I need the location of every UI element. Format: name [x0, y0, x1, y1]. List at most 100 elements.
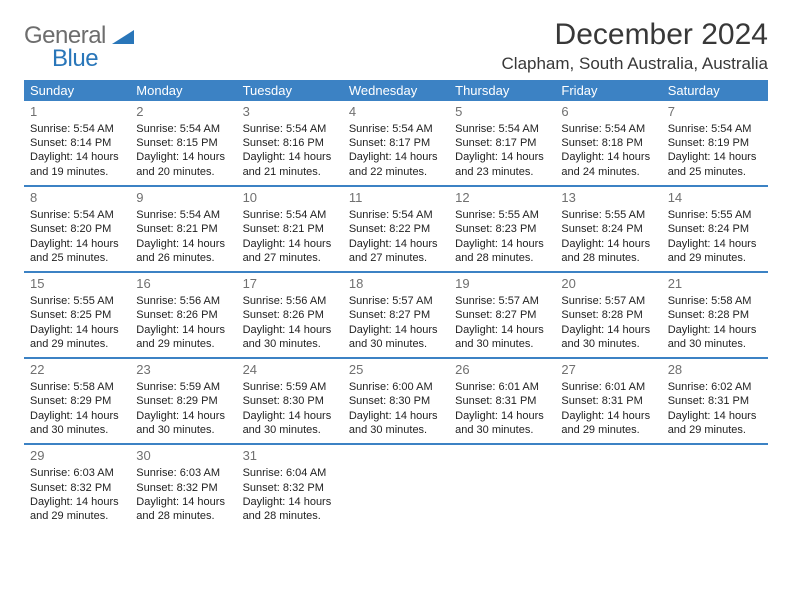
calendar-cell: 21Sunrise: 5:58 AMSunset: 8:28 PMDayligh… — [662, 272, 768, 358]
sunrise-line: Sunrise: 5:54 AM — [136, 208, 230, 222]
daylight-line: Daylight: 14 hours and 30 minutes. — [243, 409, 337, 438]
day-number: 31 — [243, 448, 337, 465]
title-block: December 2024 Clapham, South Australia, … — [502, 18, 768, 74]
daylight-line: Daylight: 14 hours and 30 minutes. — [349, 323, 443, 352]
daylight-line: Daylight: 14 hours and 29 minutes. — [668, 409, 762, 438]
sunrise-line: Sunrise: 6:04 AM — [243, 466, 337, 480]
day-number: 11 — [349, 190, 443, 207]
calendar-cell: 17Sunrise: 5:56 AMSunset: 8:26 PMDayligh… — [237, 272, 343, 358]
sunrise-line: Sunrise: 5:56 AM — [136, 294, 230, 308]
calendar-cell: 28Sunrise: 6:02 AMSunset: 8:31 PMDayligh… — [662, 358, 768, 444]
sunset-line: Sunset: 8:14 PM — [30, 136, 124, 150]
weekday-header: Saturday — [662, 80, 768, 101]
sunrise-line: Sunrise: 5:57 AM — [455, 294, 549, 308]
sunset-line: Sunset: 8:23 PM — [455, 222, 549, 236]
sunrise-line: Sunrise: 5:55 AM — [455, 208, 549, 222]
sunset-line: Sunset: 8:18 PM — [561, 136, 655, 150]
day-number: 7 — [668, 104, 762, 121]
sunrise-line: Sunrise: 5:59 AM — [136, 380, 230, 394]
month-title: December 2024 — [502, 18, 768, 52]
daylight-line: Daylight: 14 hours and 25 minutes. — [30, 237, 124, 266]
day-number: 15 — [30, 276, 124, 293]
calendar-cell: 20Sunrise: 5:57 AMSunset: 8:28 PMDayligh… — [555, 272, 661, 358]
day-number: 9 — [136, 190, 230, 207]
daylight-line: Daylight: 14 hours and 27 minutes. — [349, 237, 443, 266]
sunset-line: Sunset: 8:22 PM — [349, 222, 443, 236]
sunset-line: Sunset: 8:31 PM — [455, 394, 549, 408]
weekday-header: Sunday — [24, 80, 130, 101]
day-number: 2 — [136, 104, 230, 121]
calendar-cell: 3Sunrise: 5:54 AMSunset: 8:16 PMDaylight… — [237, 101, 343, 186]
calendar-cell: 4Sunrise: 5:54 AMSunset: 8:17 PMDaylight… — [343, 101, 449, 186]
sunrise-line: Sunrise: 6:01 AM — [455, 380, 549, 394]
location-subtitle: Clapham, South Australia, Australia — [502, 54, 768, 74]
daylight-line: Daylight: 14 hours and 22 minutes. — [349, 150, 443, 179]
daylight-line: Daylight: 14 hours and 21 minutes. — [243, 150, 337, 179]
calendar-cell: 18Sunrise: 5:57 AMSunset: 8:27 PMDayligh… — [343, 272, 449, 358]
day-number: 6 — [561, 104, 655, 121]
day-number: 3 — [243, 104, 337, 121]
calendar-row: 22Sunrise: 5:58 AMSunset: 8:29 PMDayligh… — [24, 358, 768, 444]
weekday-header: Monday — [130, 80, 236, 101]
weekday-header: Wednesday — [343, 80, 449, 101]
sunrise-line: Sunrise: 5:54 AM — [243, 122, 337, 136]
daylight-line: Daylight: 14 hours and 29 minutes. — [136, 323, 230, 352]
daylight-line: Daylight: 14 hours and 30 minutes. — [30, 409, 124, 438]
calendar-cell: 9Sunrise: 5:54 AMSunset: 8:21 PMDaylight… — [130, 186, 236, 272]
calendar-cell: 24Sunrise: 5:59 AMSunset: 8:30 PMDayligh… — [237, 358, 343, 444]
daylight-line: Daylight: 14 hours and 30 minutes. — [561, 323, 655, 352]
calendar-cell — [662, 444, 768, 529]
sunrise-line: Sunrise: 5:57 AM — [349, 294, 443, 308]
daylight-line: Daylight: 14 hours and 29 minutes. — [30, 495, 124, 524]
sunset-line: Sunset: 8:21 PM — [243, 222, 337, 236]
day-number: 19 — [455, 276, 549, 293]
day-number: 28 — [668, 362, 762, 379]
calendar-cell: 29Sunrise: 6:03 AMSunset: 8:32 PMDayligh… — [24, 444, 130, 529]
sunset-line: Sunset: 8:24 PM — [668, 222, 762, 236]
calendar-cell: 1Sunrise: 5:54 AMSunset: 8:14 PMDaylight… — [24, 101, 130, 186]
calendar-cell: 19Sunrise: 5:57 AMSunset: 8:27 PMDayligh… — [449, 272, 555, 358]
page-header: General Blue December 2024 Clapham, Sout… — [24, 18, 768, 74]
logo-text-blue: Blue — [52, 47, 134, 71]
daylight-line: Daylight: 14 hours and 20 minutes. — [136, 150, 230, 179]
sunrise-line: Sunrise: 5:55 AM — [561, 208, 655, 222]
day-number: 5 — [455, 104, 549, 121]
daylight-line: Daylight: 14 hours and 30 minutes. — [349, 409, 443, 438]
calendar-body: 1Sunrise: 5:54 AMSunset: 8:14 PMDaylight… — [24, 101, 768, 529]
day-number: 23 — [136, 362, 230, 379]
sunset-line: Sunset: 8:17 PM — [349, 136, 443, 150]
sunrise-line: Sunrise: 5:54 AM — [349, 122, 443, 136]
day-number: 14 — [668, 190, 762, 207]
calendar-cell: 31Sunrise: 6:04 AMSunset: 8:32 PMDayligh… — [237, 444, 343, 529]
sunset-line: Sunset: 8:32 PM — [243, 481, 337, 495]
logo: General Blue — [24, 18, 134, 71]
day-number: 13 — [561, 190, 655, 207]
calendar-cell: 7Sunrise: 5:54 AMSunset: 8:19 PMDaylight… — [662, 101, 768, 186]
day-number: 26 — [455, 362, 549, 379]
weekday-header: Tuesday — [237, 80, 343, 101]
sunrise-line: Sunrise: 5:56 AM — [243, 294, 337, 308]
calendar-cell: 23Sunrise: 5:59 AMSunset: 8:29 PMDayligh… — [130, 358, 236, 444]
sunset-line: Sunset: 8:24 PM — [561, 222, 655, 236]
sunset-line: Sunset: 8:19 PM — [668, 136, 762, 150]
calendar-cell: 13Sunrise: 5:55 AMSunset: 8:24 PMDayligh… — [555, 186, 661, 272]
calendar-row: 1Sunrise: 5:54 AMSunset: 8:14 PMDaylight… — [24, 101, 768, 186]
sunrise-line: Sunrise: 6:03 AM — [30, 466, 124, 480]
sunrise-line: Sunrise: 5:54 AM — [455, 122, 549, 136]
calendar-cell — [343, 444, 449, 529]
calendar-row: 8Sunrise: 5:54 AMSunset: 8:20 PMDaylight… — [24, 186, 768, 272]
sunrise-line: Sunrise: 5:54 AM — [243, 208, 337, 222]
daylight-line: Daylight: 14 hours and 30 minutes. — [136, 409, 230, 438]
sunset-line: Sunset: 8:30 PM — [349, 394, 443, 408]
sunset-line: Sunset: 8:26 PM — [243, 308, 337, 322]
day-number: 20 — [561, 276, 655, 293]
sunset-line: Sunset: 8:15 PM — [136, 136, 230, 150]
daylight-line: Daylight: 14 hours and 27 minutes. — [243, 237, 337, 266]
calendar-cell: 5Sunrise: 5:54 AMSunset: 8:17 PMDaylight… — [449, 101, 555, 186]
calendar-cell: 30Sunrise: 6:03 AMSunset: 8:32 PMDayligh… — [130, 444, 236, 529]
calendar-cell: 14Sunrise: 5:55 AMSunset: 8:24 PMDayligh… — [662, 186, 768, 272]
sunrise-line: Sunrise: 5:58 AM — [30, 380, 124, 394]
day-number: 22 — [30, 362, 124, 379]
calendar-cell: 26Sunrise: 6:01 AMSunset: 8:31 PMDayligh… — [449, 358, 555, 444]
day-number: 17 — [243, 276, 337, 293]
